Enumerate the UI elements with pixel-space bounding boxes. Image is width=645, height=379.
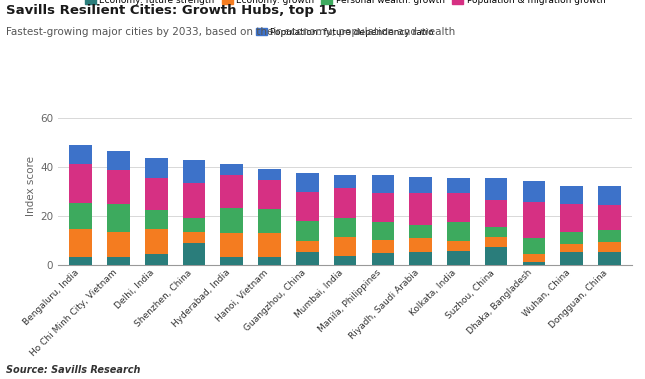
Bar	[522, 262, 545, 265]
Bar	[410, 177, 432, 193]
Bar	[258, 257, 281, 265]
Bar	[561, 244, 583, 252]
Legend: Population: future dependency ratio: Population: future dependency ratio	[256, 28, 434, 37]
Bar	[107, 204, 130, 232]
Bar	[447, 179, 470, 193]
Text: Savills Resilient Cities: Growth Hubs, top 15: Savills Resilient Cities: Growth Hubs, t…	[6, 4, 337, 17]
Bar	[561, 232, 583, 244]
Bar	[183, 183, 205, 218]
Text: Source: Savills Research: Source: Savills Research	[6, 365, 141, 375]
Bar	[410, 193, 432, 225]
Bar	[296, 192, 319, 221]
Bar	[70, 257, 92, 265]
Bar	[70, 145, 92, 164]
Bar	[598, 252, 620, 265]
Bar	[145, 229, 168, 254]
Bar	[522, 254, 545, 262]
Bar	[333, 218, 357, 237]
Bar	[410, 238, 432, 252]
Bar	[333, 237, 357, 255]
Bar	[485, 227, 508, 237]
Bar	[598, 242, 620, 252]
Bar	[598, 205, 620, 230]
Bar	[447, 241, 470, 251]
Bar	[372, 253, 394, 265]
Bar	[372, 175, 394, 193]
Bar	[145, 210, 168, 229]
Bar	[410, 252, 432, 265]
Bar	[296, 252, 319, 265]
Y-axis label: Index score: Index score	[26, 156, 36, 216]
Bar	[258, 209, 281, 233]
Bar	[485, 200, 508, 227]
Bar	[183, 160, 205, 183]
Bar	[485, 237, 508, 247]
Bar	[107, 152, 130, 170]
Bar	[258, 169, 281, 180]
Bar	[183, 218, 205, 232]
Bar	[221, 175, 243, 208]
Bar	[447, 222, 470, 241]
Bar	[372, 240, 394, 253]
Bar	[410, 225, 432, 238]
Bar	[372, 193, 394, 222]
Bar	[598, 186, 620, 205]
Bar	[145, 254, 168, 265]
Bar	[296, 241, 319, 252]
Bar	[258, 233, 281, 257]
Bar	[485, 179, 508, 200]
Bar	[561, 186, 583, 204]
Bar	[522, 238, 545, 254]
Bar	[561, 252, 583, 265]
Bar	[221, 233, 243, 257]
Bar	[485, 247, 508, 265]
Bar	[70, 203, 92, 229]
Bar	[561, 204, 583, 232]
Bar	[70, 164, 92, 203]
Bar	[296, 221, 319, 241]
Bar	[221, 257, 243, 265]
Bar	[296, 174, 319, 192]
Bar	[447, 251, 470, 265]
Bar	[107, 257, 130, 265]
Bar	[333, 188, 357, 218]
Bar	[221, 208, 243, 233]
Bar	[522, 181, 545, 202]
Bar	[258, 180, 281, 209]
Bar	[145, 179, 168, 210]
Bar	[183, 243, 205, 265]
Bar	[522, 202, 545, 238]
Bar	[145, 158, 168, 179]
Bar	[183, 232, 205, 243]
Bar	[107, 232, 130, 257]
Bar	[333, 255, 357, 265]
Bar	[333, 175, 357, 188]
Bar	[221, 164, 243, 175]
Bar	[107, 170, 130, 204]
Bar	[447, 193, 470, 222]
Text: Fastest-growing major cities by 2033, based on their economy, population and wea: Fastest-growing major cities by 2033, ba…	[6, 27, 456, 36]
Bar	[598, 230, 620, 242]
Bar	[70, 229, 92, 257]
Bar	[372, 222, 394, 240]
